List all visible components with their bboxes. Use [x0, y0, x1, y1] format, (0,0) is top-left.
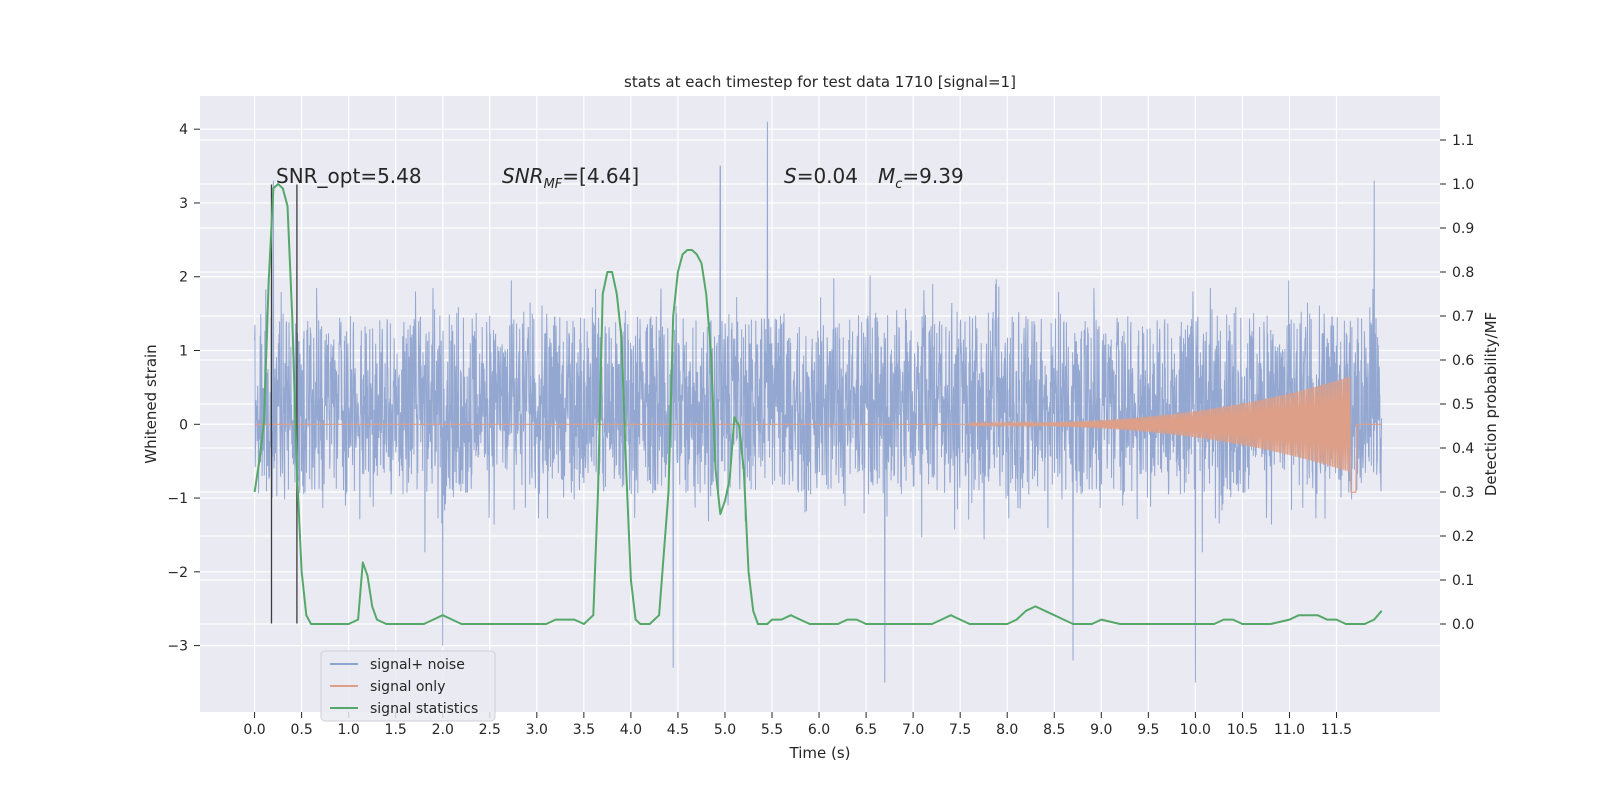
x-tick-label: 9.0 — [1090, 722, 1112, 738]
vertical-markers — [270, 184, 298, 624]
y-axis-label: Whitened strain — [142, 344, 160, 463]
x-tick-label: 2.0 — [432, 722, 454, 738]
legend-label-signal-plus-noise: signal+ noise — [370, 657, 465, 673]
x-tick-label: 6.5 — [855, 722, 877, 738]
y2-tick-label: 0.6 — [1452, 353, 1474, 369]
y2-axis-ticks: 1.1 1.0 0.9 0.8 0.7 0.6 0.5 0.4 0.3 0.2 0.1 0.0 — [1440, 133, 1474, 633]
y2-tick-label: 0.8 — [1452, 265, 1474, 281]
x-tick-label: 5.0 — [714, 722, 736, 738]
y-tick-label: 4 — [179, 122, 188, 138]
y2-tick-label: 1.1 — [1452, 133, 1474, 149]
x-tick-label: 2.5 — [479, 722, 501, 738]
y2-tick-label: 0.2 — [1452, 529, 1474, 545]
x-tick-label: 3.5 — [573, 722, 595, 738]
x-tick-label: 0.0 — [243, 722, 265, 738]
x-tick-label: 6.0 — [808, 722, 830, 738]
x-tick-label: 10.5 — [1227, 722, 1258, 738]
annotation-mc-sub: c — [895, 177, 902, 192]
chart-title: stats at each timestep for test data 171… — [624, 73, 1016, 91]
y-tick-label: −3 — [167, 639, 188, 655]
y2-tick-label: 0.5 — [1452, 397, 1474, 413]
x-tick-label: 8.0 — [996, 722, 1018, 738]
x-tick-label: 4.5 — [667, 722, 689, 738]
annotation-snr-mf-main: SNR — [502, 164, 544, 188]
x-tick-label: 10.0 — [1180, 722, 1211, 738]
x-tick-label: 1.5 — [385, 722, 407, 738]
annotation-snr-mf: SNRMF=[4.64] — [502, 164, 639, 192]
legend-label-signal-statistics: signal statistics — [370, 701, 478, 717]
x-tick-label: 4.0 — [620, 722, 642, 738]
y-tick-label: −2 — [167, 565, 188, 581]
annotation-s: S=0.04 — [784, 164, 858, 188]
y2-tick-label: 0.7 — [1452, 309, 1474, 325]
x-tick-label: 3.0 — [526, 722, 548, 738]
y2-tick-label: 0.0 — [1452, 617, 1474, 633]
series-signal-statistics — [253, 183, 1383, 625]
legend-label-signal-only: signal only — [370, 679, 445, 695]
y-tick-label: 0 — [179, 417, 188, 433]
annotation-s-main: S — [784, 164, 797, 188]
series-signal-only — [254, 376, 1382, 493]
y-tick-label: −1 — [167, 491, 188, 507]
x-tick-label: 0.5 — [290, 722, 312, 738]
y2-tick-label: 0.9 — [1452, 221, 1474, 237]
annotation-snr-opt: SNR_opt=5.48 — [276, 164, 422, 188]
y2-tick-label: 1.0 — [1452, 177, 1474, 193]
signal-statistics-line — [253, 183, 1383, 625]
legend-box — [320, 650, 496, 722]
annotation-mc-value: =9.39 — [902, 164, 963, 188]
y2-axis-label: Detection probability/MF — [1482, 312, 1500, 496]
y-tick-label: 1 — [179, 344, 188, 360]
legend: signal+ noise signal only signal statist… — [320, 650, 496, 722]
x-tick-label: 7.0 — [902, 722, 924, 738]
x-tick-label: 8.5 — [1043, 722, 1065, 738]
x-tick-label: 5.5 — [761, 722, 783, 738]
y2-tick-label: 0.1 — [1452, 573, 1474, 589]
y2-tick-label: 0.4 — [1452, 441, 1474, 457]
x-tick-label: 9.5 — [1137, 722, 1159, 738]
annotation-s-value: =0.04 — [797, 164, 858, 188]
x-tick-label: 11.5 — [1321, 722, 1352, 738]
x-tick-label: 7.5 — [949, 722, 971, 738]
annotation-snr-mf-value: =[4.64] — [562, 164, 639, 188]
x-tick-label: 1.0 — [338, 722, 360, 738]
y-axis-ticks: 4 3 2 1 0 −1 −2 −3 — [167, 122, 200, 655]
x-axis-label: Time (s) — [789, 744, 851, 762]
annotation-mc-main: M — [878, 164, 895, 188]
annotation-snr-mf-sub: MF — [544, 177, 563, 192]
y-tick-label: 2 — [179, 270, 188, 286]
signal-only-line — [254, 376, 1382, 493]
x-tick-label: 11.0 — [1274, 722, 1305, 738]
annotation-mc: Mc=9.39 — [878, 164, 964, 192]
y2-tick-label: 0.3 — [1452, 485, 1474, 501]
y-tick-label: 3 — [179, 196, 188, 212]
x-axis-ticks: 0.0 0.5 1.0 1.5 2.0 2.5 3.0 3.5 4.0 4.5 5.0 5.5 6.0 6… — [243, 712, 1352, 738]
